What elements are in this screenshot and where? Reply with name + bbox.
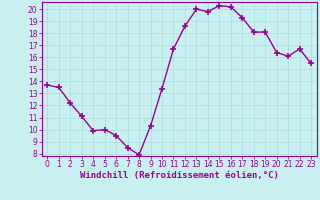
X-axis label: Windchill (Refroidissement éolien,°C): Windchill (Refroidissement éolien,°C) [80,171,279,180]
